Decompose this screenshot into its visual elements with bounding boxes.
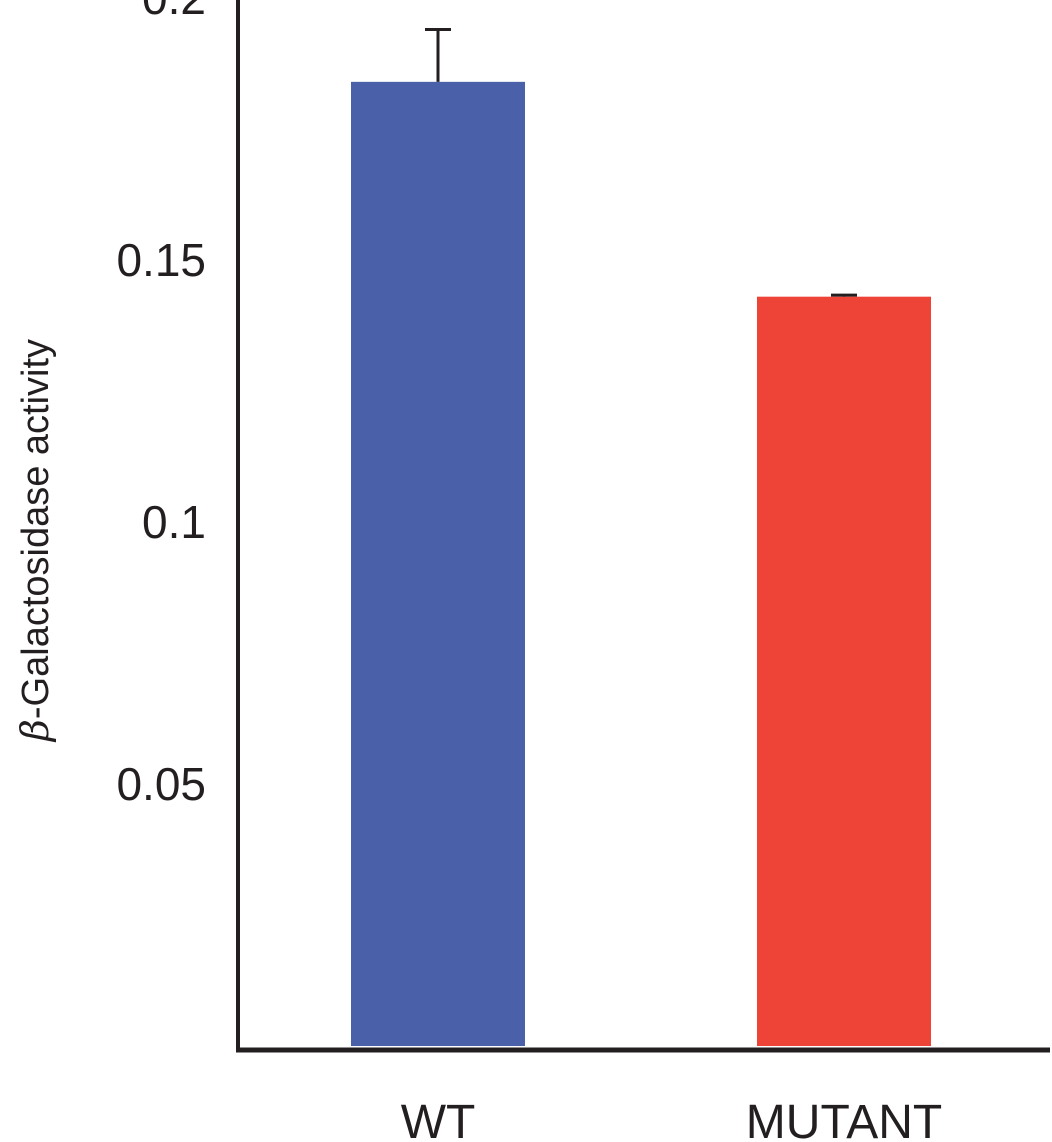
bars-layer (351, 81, 931, 1047)
error-bars-layer (425, 27, 857, 297)
y-tick-label: 0.1 (142, 496, 206, 548)
bar-mutant (757, 296, 931, 1046)
x-category-labels: WT MUTANT (401, 1096, 943, 1142)
y-tick-label: 0.2 (142, 0, 206, 24)
x-tick-label-mutant: MUTANT (746, 1096, 942, 1142)
bar-wt (351, 81, 525, 1047)
y-tick-labels: 0.05 0.1 0.15 0.2 (116, 0, 206, 810)
error-bar-wt (425, 27, 451, 82)
error-bar-mutant (831, 293, 857, 297)
y-axis-title-text: -Galactosidase activity (15, 339, 57, 719)
y-axis-title: β-Galactosidase activity (13, 339, 57, 743)
y-tick-label: 0.15 (116, 234, 206, 286)
x-tick-label-wt: WT (401, 1096, 476, 1142)
y-tick-label: 0.05 (116, 758, 206, 810)
y-axis-title-greek: β (13, 719, 57, 743)
